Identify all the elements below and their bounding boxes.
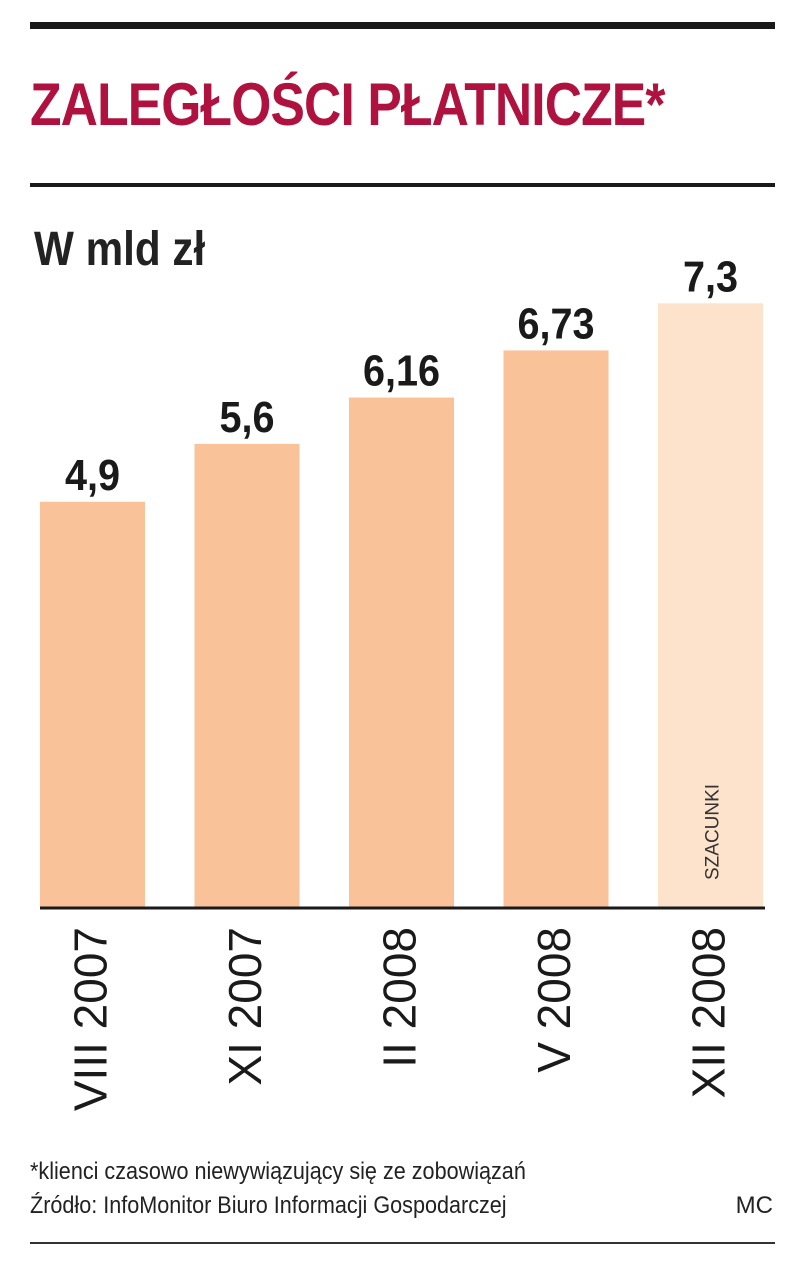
- title-rule: [30, 183, 775, 187]
- bar-1: [40, 501, 145, 907]
- bar-chart: 4,9 VIII 2007 5,6 XI 2007 6,16 II 2008 6,73 V 2…: [40, 251, 765, 1111]
- category-label-5: XII 2008: [683, 927, 735, 1098]
- bar-2: [194, 443, 300, 907]
- chart-title: ZALEGŁOŚCI PŁATNICZE*: [30, 71, 665, 138]
- data-label-5: 7,3: [683, 251, 738, 300]
- category-label-2: XI 2007: [219, 927, 271, 1086]
- data-label-2: 5,6: [219, 392, 274, 441]
- data-label-3: 6,16: [363, 346, 440, 395]
- top-rule: [30, 22, 775, 29]
- unit-label: W mld zł: [34, 223, 206, 276]
- bar-4: [503, 350, 609, 908]
- footnote: *klienci czasowo niewywiązujący się ze z…: [30, 1158, 526, 1185]
- bottom-rule: [30, 1242, 775, 1244]
- source-note: Źródło: InfoMonitor Biuro Informacji Gos…: [30, 1192, 507, 1219]
- data-label-1: 4,9: [65, 450, 120, 499]
- estimate-label: SZACUNKI: [703, 784, 724, 880]
- category-label-3: II 2008: [374, 927, 426, 1068]
- bar-3: [349, 397, 454, 907]
- bar-5: [658, 303, 763, 907]
- author-credit: MC: [735, 1192, 773, 1219]
- category-label-4: V 2008: [528, 927, 580, 1073]
- data-label-4: 6,73: [517, 298, 594, 347]
- category-label-1: VIII 2007: [65, 927, 117, 1111]
